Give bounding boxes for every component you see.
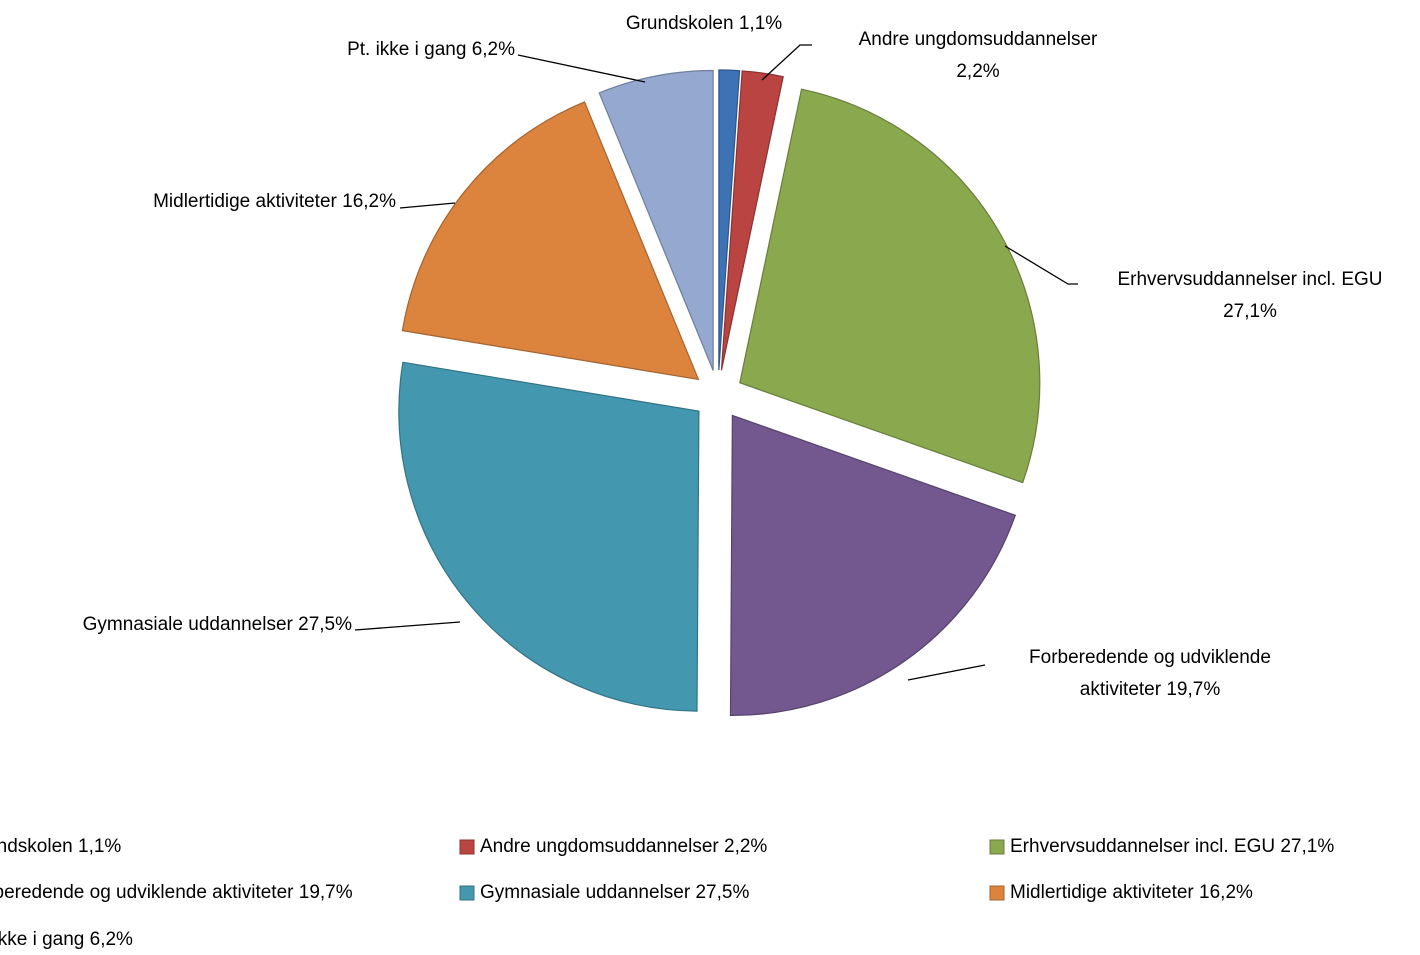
data-label: Andre ungdomsuddannelser 2,2%: [808, 24, 1148, 88]
legend-value: 27,5%: [695, 882, 749, 903]
legend-swatch: [989, 839, 1005, 855]
label-value: 19,7%: [1166, 679, 1221, 700]
legend-label: Forberedende og udviklende aktiviteter 1…: [0, 882, 353, 903]
legend-category: Pt. ikke i gang: [0, 929, 84, 950]
legend-swatch: [459, 839, 475, 855]
legend-swatch: [989, 885, 1005, 901]
legend-swatch: [459, 885, 475, 901]
data-label: Erhvervsuddannelser incl. EGU 27,1%: [1080, 264, 1420, 328]
label-category: Andre ungdomsuddannelser: [858, 29, 1098, 50]
leader-line: [354, 621, 461, 631]
pie-slice: [739, 88, 1041, 484]
legend-value: 6,2%: [90, 929, 133, 950]
label-value: 2,2%: [956, 61, 1000, 82]
legend-category: Erhvervsuddannelser incl. EGU: [1010, 836, 1275, 857]
legend-category: Gymnasiale uddannelser: [480, 882, 691, 903]
leader-line: [517, 54, 646, 83]
legend-category: Midlertidige aktiviteter: [1010, 882, 1194, 903]
label-value: 16,2%: [342, 191, 396, 212]
data-label: Grundskolen 1,1%: [574, 8, 834, 40]
legend-category: Grundskolen: [0, 836, 73, 857]
legend-category: Forberedende og udviklende aktiviteter: [0, 882, 294, 903]
pie-slice: [401, 101, 700, 381]
data-label: Midlertidige aktiviteter 16,2%: [0, 186, 396, 218]
leader-line: [399, 202, 456, 209]
label-category: Midlertidige aktiviteter: [153, 191, 337, 212]
legend-category: Andre ungdomsuddannelser: [480, 836, 719, 857]
legend-value: 27,1%: [1280, 836, 1334, 857]
legend-label: Gymnasiale uddannelser 27,5%: [480, 882, 749, 903]
pie-slice: [598, 69, 714, 371]
legend-value: 19,7%: [299, 882, 353, 903]
legend-value: 2,2%: [724, 836, 767, 857]
data-label: Gymnasiale uddannelser 27,5%: [0, 609, 352, 641]
label-category: Pt. ikke i gang: [347, 39, 467, 60]
leader-line: [1004, 245, 1078, 285]
legend-label: Andre ungdomsuddannelser 2,2%: [480, 836, 767, 857]
leader-line: [761, 44, 812, 81]
data-label: Forberedende og udviklende aktiviteter 1…: [1000, 642, 1300, 706]
legend-label: Erhvervsuddannelser incl. EGU 27,1%: [1010, 836, 1334, 857]
leader-line: [907, 664, 986, 681]
label-value: 6,2%: [471, 39, 515, 60]
label-category: Erhvervsuddannelser incl. EGU: [1117, 269, 1383, 290]
pie-slice: [729, 414, 1017, 717]
label-category: Grundskolen: [625, 13, 734, 34]
pie-slice: [718, 69, 741, 371]
data-label: Pt. ikke i gang 6,2%: [115, 34, 515, 66]
legend-value: 16,2%: [1199, 882, 1253, 903]
label-value: 27,1%: [1223, 301, 1277, 322]
legend-label: Midlertidige aktiviteter 16,2%: [1010, 882, 1253, 903]
label-value: 1,1%: [738, 13, 783, 34]
pie-slice: [398, 361, 700, 712]
pie-slice: [720, 70, 784, 371]
label-category: Forberedende og udviklende aktiviteter: [1029, 647, 1271, 700]
label-category: Gymnasiale uddannelser: [82, 614, 293, 635]
legend-value: 1,1%: [78, 836, 121, 857]
label-value: 27,5%: [298, 614, 352, 635]
legend-label: Pt. ikke i gang 6,2%: [0, 929, 133, 950]
legend-label: Grundskolen 1,1%: [0, 836, 121, 857]
